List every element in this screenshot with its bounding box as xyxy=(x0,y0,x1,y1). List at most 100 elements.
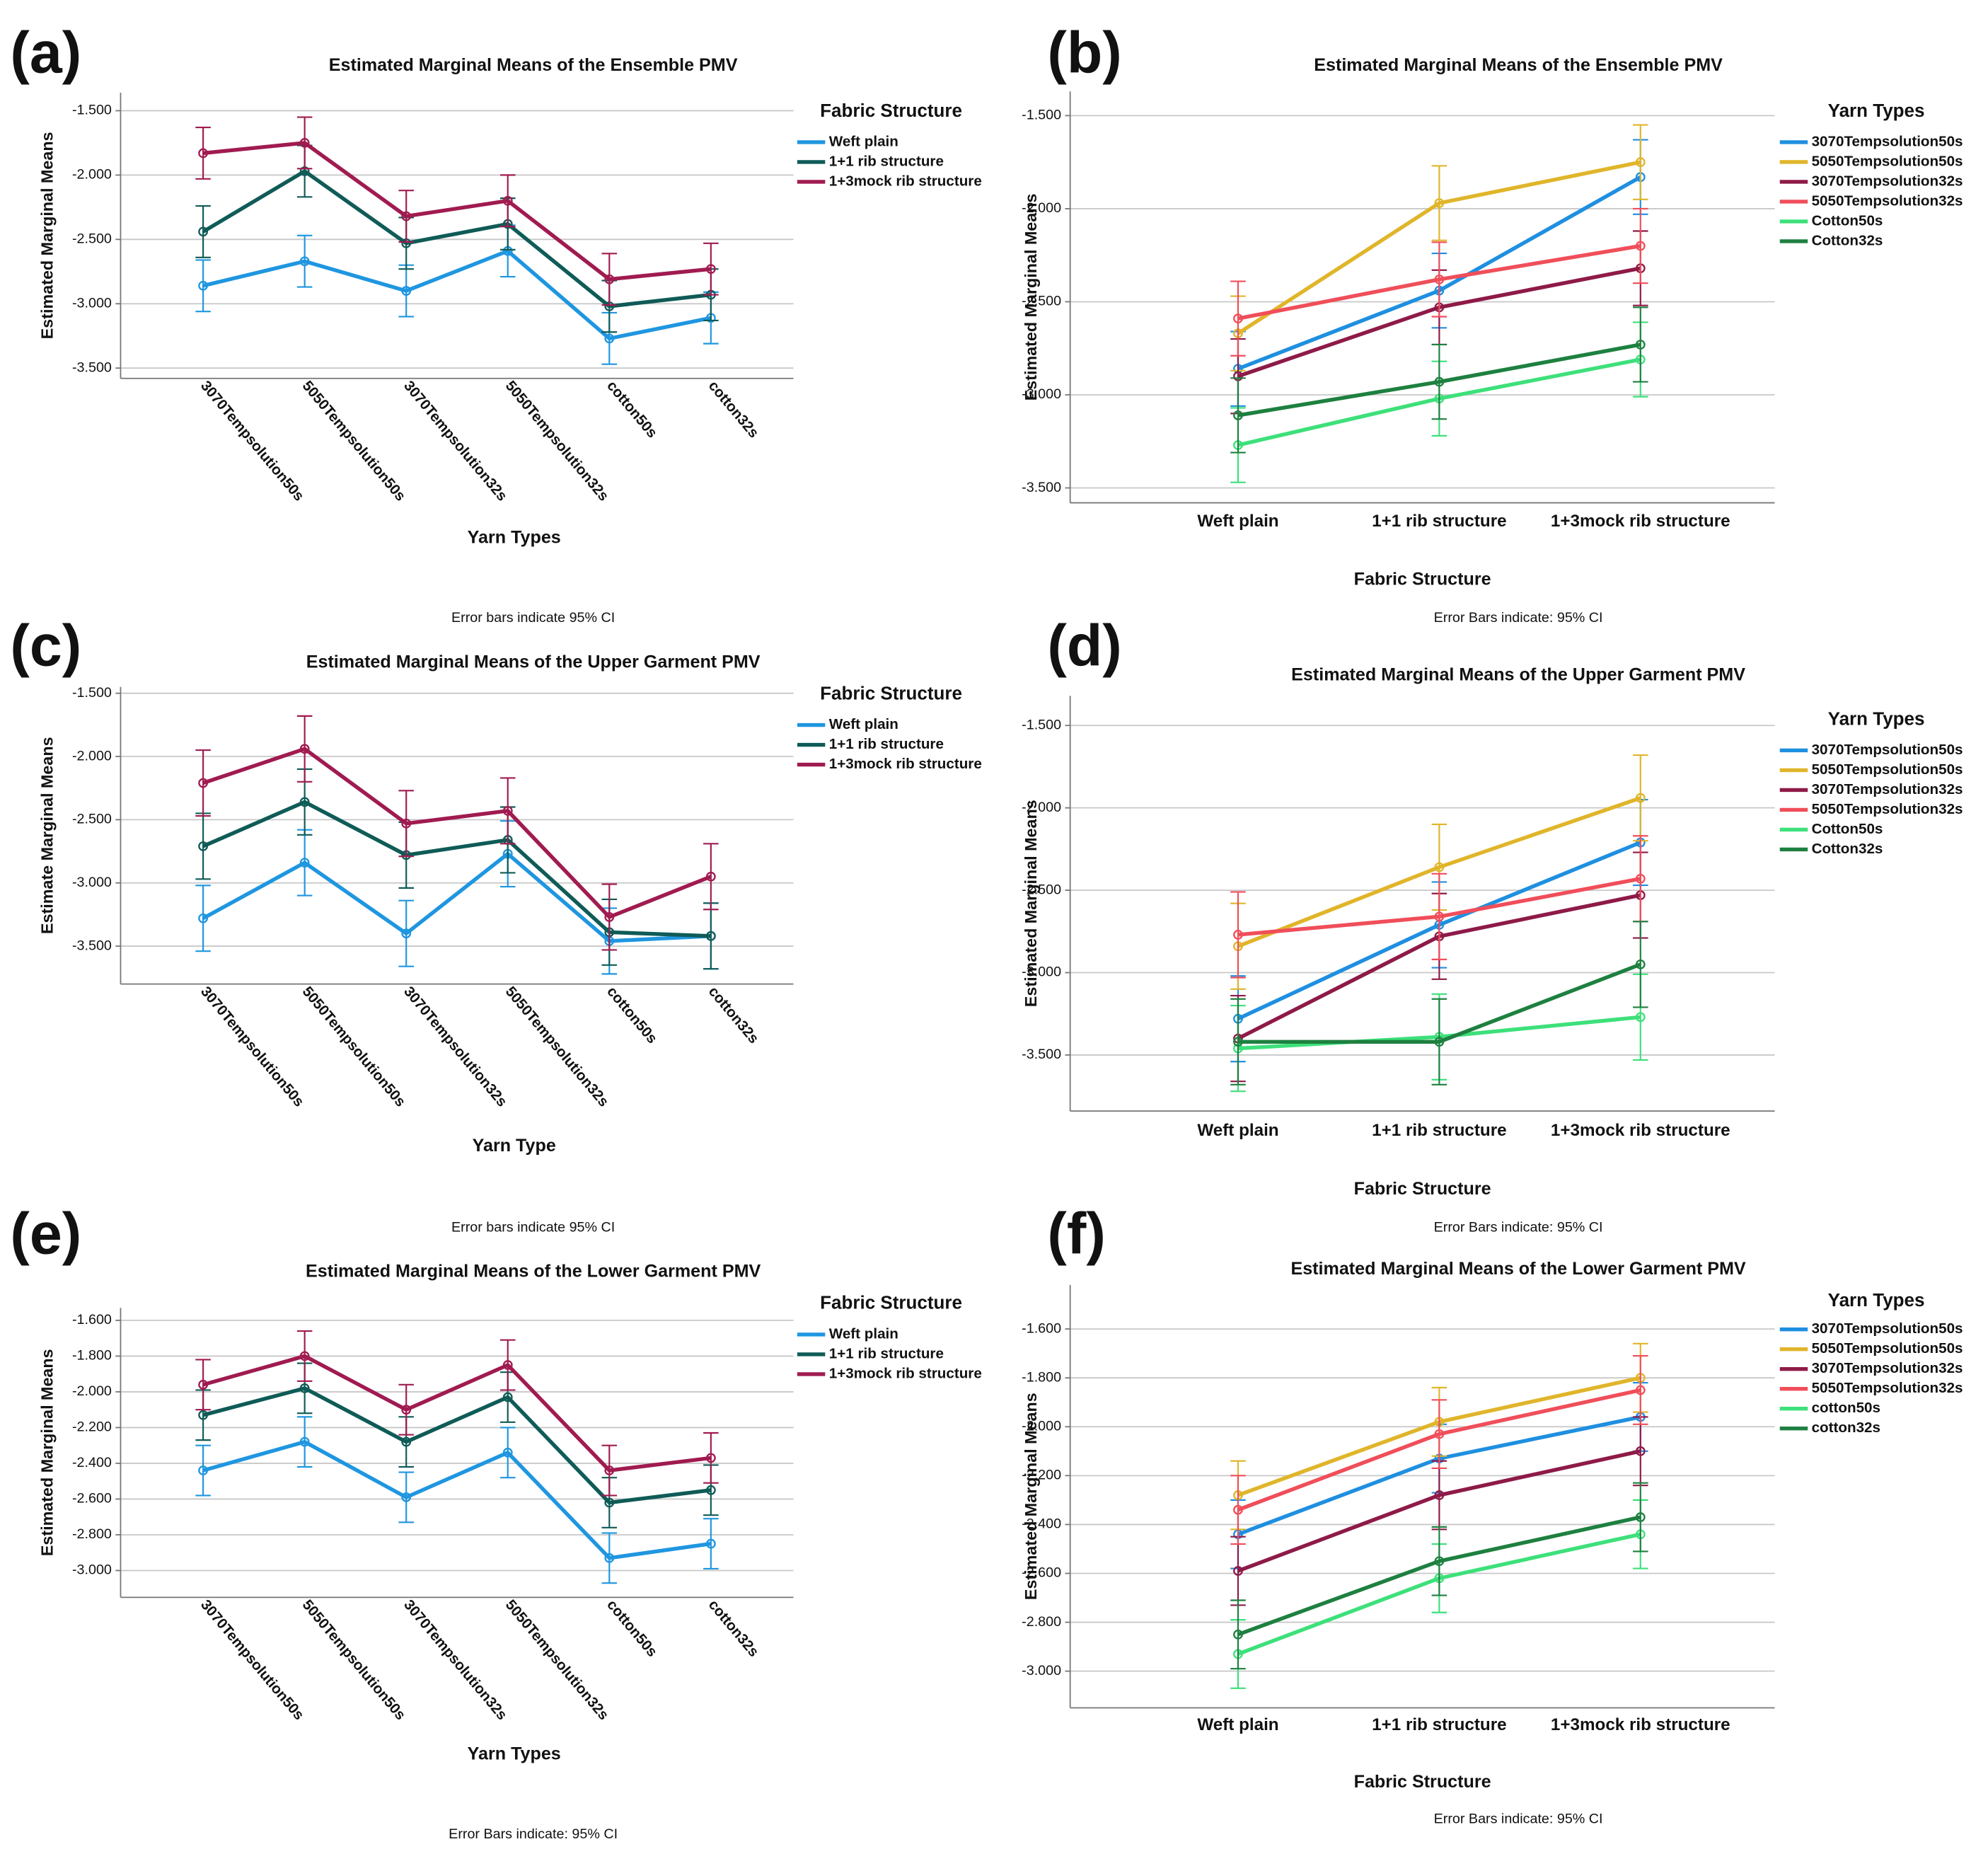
legend-label: cotton50s xyxy=(1812,1400,1880,1416)
x-tick-label: 1+1 rib structure xyxy=(1372,1715,1506,1734)
panel-label: (d) xyxy=(1047,614,1121,679)
y-tick-label: -1.500 xyxy=(1022,108,1061,123)
data-point xyxy=(502,1447,513,1458)
legend-title: Yarn Types xyxy=(1828,100,1925,121)
data-point xyxy=(1434,911,1445,922)
data-point xyxy=(401,1436,412,1447)
chart-panel: (a) Estimated Marginal Means of the Ensem… xyxy=(10,21,981,626)
series-line xyxy=(202,1386,712,1505)
y-tick-label: -2.800 xyxy=(72,1526,112,1542)
x-tick-label: 3070Tempsolution50s xyxy=(197,378,307,505)
series-line xyxy=(202,851,711,943)
chart-title: Estimated Marginal Means of the Upper Ga… xyxy=(306,652,761,672)
data-point xyxy=(299,1436,310,1447)
error-bar xyxy=(195,1444,211,1497)
x-tick-label: 5050Tempsolution50s xyxy=(299,378,409,505)
panel-label: (c) xyxy=(10,614,81,679)
x-tick-label: cotton50s xyxy=(603,1596,660,1659)
error-bar xyxy=(1230,891,1246,979)
data-point xyxy=(1434,274,1445,284)
data-point xyxy=(1233,930,1243,940)
x-tick-label: 1+1 rib structure xyxy=(1372,512,1506,531)
y-axis-label: Estimated Marginal Means xyxy=(1022,800,1040,1007)
data-point xyxy=(1434,1037,1445,1047)
series-line xyxy=(202,141,712,282)
data-point xyxy=(299,256,310,267)
y-tick-label: -3.000 xyxy=(1022,1663,1061,1678)
data-point xyxy=(604,1553,615,1563)
x-axis-label: Fabric Structure xyxy=(1354,570,1491,589)
legend-label: 5050Tempsolution32s xyxy=(1812,1380,1963,1396)
data-point xyxy=(198,913,209,923)
x-tick-label: 3070Tempsolution32s xyxy=(400,984,510,1110)
error-bar xyxy=(195,205,211,258)
series-line xyxy=(202,1354,712,1473)
data-point xyxy=(198,778,209,788)
legend-label: 5050Tempsolution32s xyxy=(1812,192,1963,209)
data-point xyxy=(401,211,412,221)
x-tick-label: 5050Tempsolution32s xyxy=(502,378,612,505)
data-point xyxy=(604,912,615,922)
legend-label: 3070Tempsolution50s xyxy=(1812,1320,1963,1337)
legend-label: 1+1 rib structure xyxy=(829,736,944,752)
legend-label: 5050Tempsolution50s xyxy=(1812,1340,1963,1356)
data-point xyxy=(1434,1556,1445,1567)
data-point xyxy=(1434,1490,1445,1500)
legend-label: Cotton50s xyxy=(1812,212,1883,229)
x-tick-label: 1+3mock rib structure xyxy=(1551,1715,1730,1734)
data-point xyxy=(502,1360,513,1370)
legend-label: 3070Tempsolution32s xyxy=(1812,173,1963,189)
y-tick-label: -2.500 xyxy=(72,812,112,827)
data-point xyxy=(1635,873,1646,884)
chart-title: Estimated Marginal Means of the Lower Ga… xyxy=(1290,1259,1745,1279)
data-point xyxy=(1434,1429,1445,1439)
x-tick-label: cotton32s xyxy=(705,378,762,441)
y-tick-label: -2.500 xyxy=(1022,882,1061,897)
data-point xyxy=(705,871,716,882)
series-line xyxy=(1237,342,1641,417)
legend-label: 3070Tempsolution32s xyxy=(1812,781,1963,797)
note: Error Bars indicate: 95% CI xyxy=(1434,1811,1603,1827)
y-tick-label: -2.500 xyxy=(72,231,112,247)
error-bar xyxy=(195,885,211,952)
legend-title: Yarn Types xyxy=(1828,708,1925,729)
data-point xyxy=(198,280,209,291)
legend-label: 1+1 rib structure xyxy=(829,153,944,169)
legend-label: 5050Tempsolution50s xyxy=(1812,153,1963,169)
data-point xyxy=(705,931,716,941)
y-axis-label: Estimated Marginal Means xyxy=(1022,1393,1040,1600)
y-tick-label: -1.800 xyxy=(72,1348,112,1364)
series-line xyxy=(1237,877,1641,937)
data-point xyxy=(604,274,615,284)
data-point xyxy=(401,286,412,296)
y-axis-label: Estimate Marginal Means xyxy=(37,737,56,934)
series-line xyxy=(202,800,711,938)
y-tick-label: -3.000 xyxy=(1022,386,1061,402)
error-bar xyxy=(703,843,719,911)
y-axis-label: Estimated Marginal Means xyxy=(1022,193,1040,401)
legend-label: 1+3mock rib structure xyxy=(829,756,982,772)
legend-label: Weft plain xyxy=(829,133,898,149)
y-tick-label: -3.500 xyxy=(1022,480,1061,495)
data-point xyxy=(1635,1512,1646,1522)
data-point xyxy=(705,264,716,275)
x-tick-label: 3070Tempsolution32s xyxy=(400,378,510,505)
x-axis-label: Yarn Types xyxy=(468,1744,561,1763)
x-tick-label: 1+1 rib structure xyxy=(1372,1121,1506,1140)
series-line xyxy=(1237,1449,1641,1573)
data-point xyxy=(1635,1385,1646,1395)
chart-panel: (e) Estimated Marginal Means of the Lower… xyxy=(10,1201,981,1842)
error-bar xyxy=(1230,1599,1246,1670)
data-point xyxy=(198,1410,209,1420)
data-point xyxy=(1635,157,1646,168)
y-tick-label: -3.500 xyxy=(72,938,112,953)
data-point xyxy=(198,226,209,237)
y-tick-label: -2.400 xyxy=(72,1455,112,1470)
y-tick-label: -1.600 xyxy=(72,1312,112,1327)
note: Error Bars indicate: 95% CI xyxy=(1434,1219,1603,1235)
chart-title: Estimated Marginal Means of the Ensemble… xyxy=(1314,55,1723,75)
y-tick-label: -1.500 xyxy=(72,103,112,118)
y-axis-label: Estimated Marginal Means xyxy=(37,1349,56,1556)
x-tick-label: cotton50s xyxy=(603,378,660,441)
